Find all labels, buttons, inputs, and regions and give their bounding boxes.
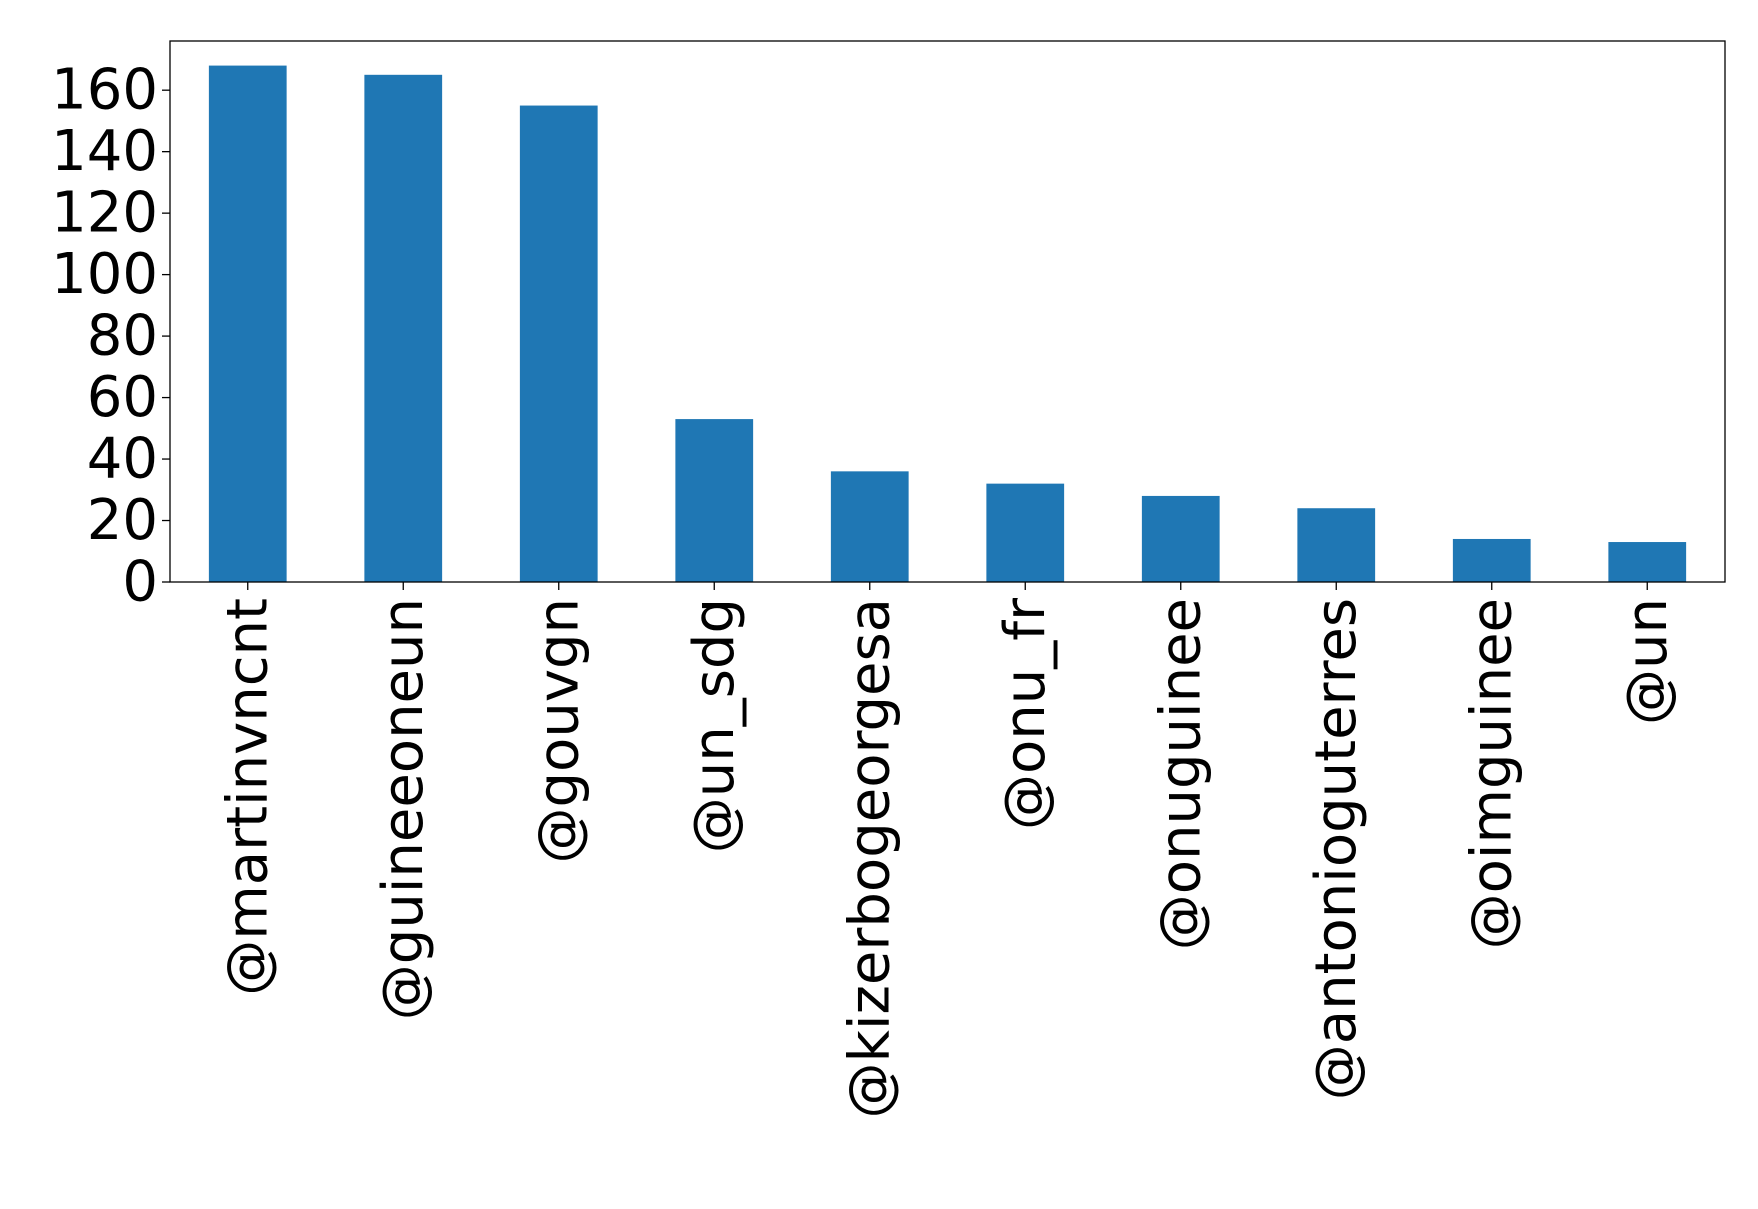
x-tick-label: @un_sdg	[682, 598, 747, 853]
y-tick-label: 100	[51, 242, 158, 307]
plot-frame	[169, 40, 1726, 583]
bars-layer	[208, 65, 1687, 583]
bar-1	[364, 74, 443, 582]
x-tick-label: @un	[1615, 598, 1680, 725]
bar-7	[1297, 508, 1376, 582]
x-tick-label: @kizerbogeorgesa	[837, 598, 902, 1118]
y-tick-label: 120	[51, 181, 158, 246]
y-tick-label: 40	[87, 427, 158, 492]
y-tick-label: 60	[87, 365, 158, 430]
x-tick-label: @guineeoneun	[371, 598, 436, 1020]
y-tick-label: 0	[122, 550, 158, 615]
bar-2	[519, 105, 598, 583]
bar-3	[675, 419, 754, 582]
bar-9	[1608, 542, 1687, 582]
x-tick-label: @martinvncnt	[215, 598, 280, 996]
y-tick-label: 20	[87, 488, 158, 553]
x-tick-label: @antonioguterres	[1304, 598, 1369, 1100]
bar-0	[208, 65, 287, 583]
x-tick-label: @oimguinee	[1459, 598, 1524, 949]
bar-4	[830, 471, 909, 582]
x-tick-label: @gouvgn	[526, 598, 591, 863]
y-tick-label: 80	[87, 304, 158, 369]
bar-5	[986, 483, 1065, 582]
x-tick-label: @onuguinee	[1148, 598, 1213, 950]
y-tick-label: 160	[51, 58, 158, 123]
bar-6	[1141, 495, 1220, 582]
x-tick-label: @onu_fr	[993, 597, 1058, 830]
x-axis-ticks: @martinvncnt @guineeoneun @gouvgn @un_sdg @k…	[215, 582, 1680, 1118]
y-tick-label: 140	[51, 119, 158, 184]
bar-8	[1452, 538, 1531, 582]
